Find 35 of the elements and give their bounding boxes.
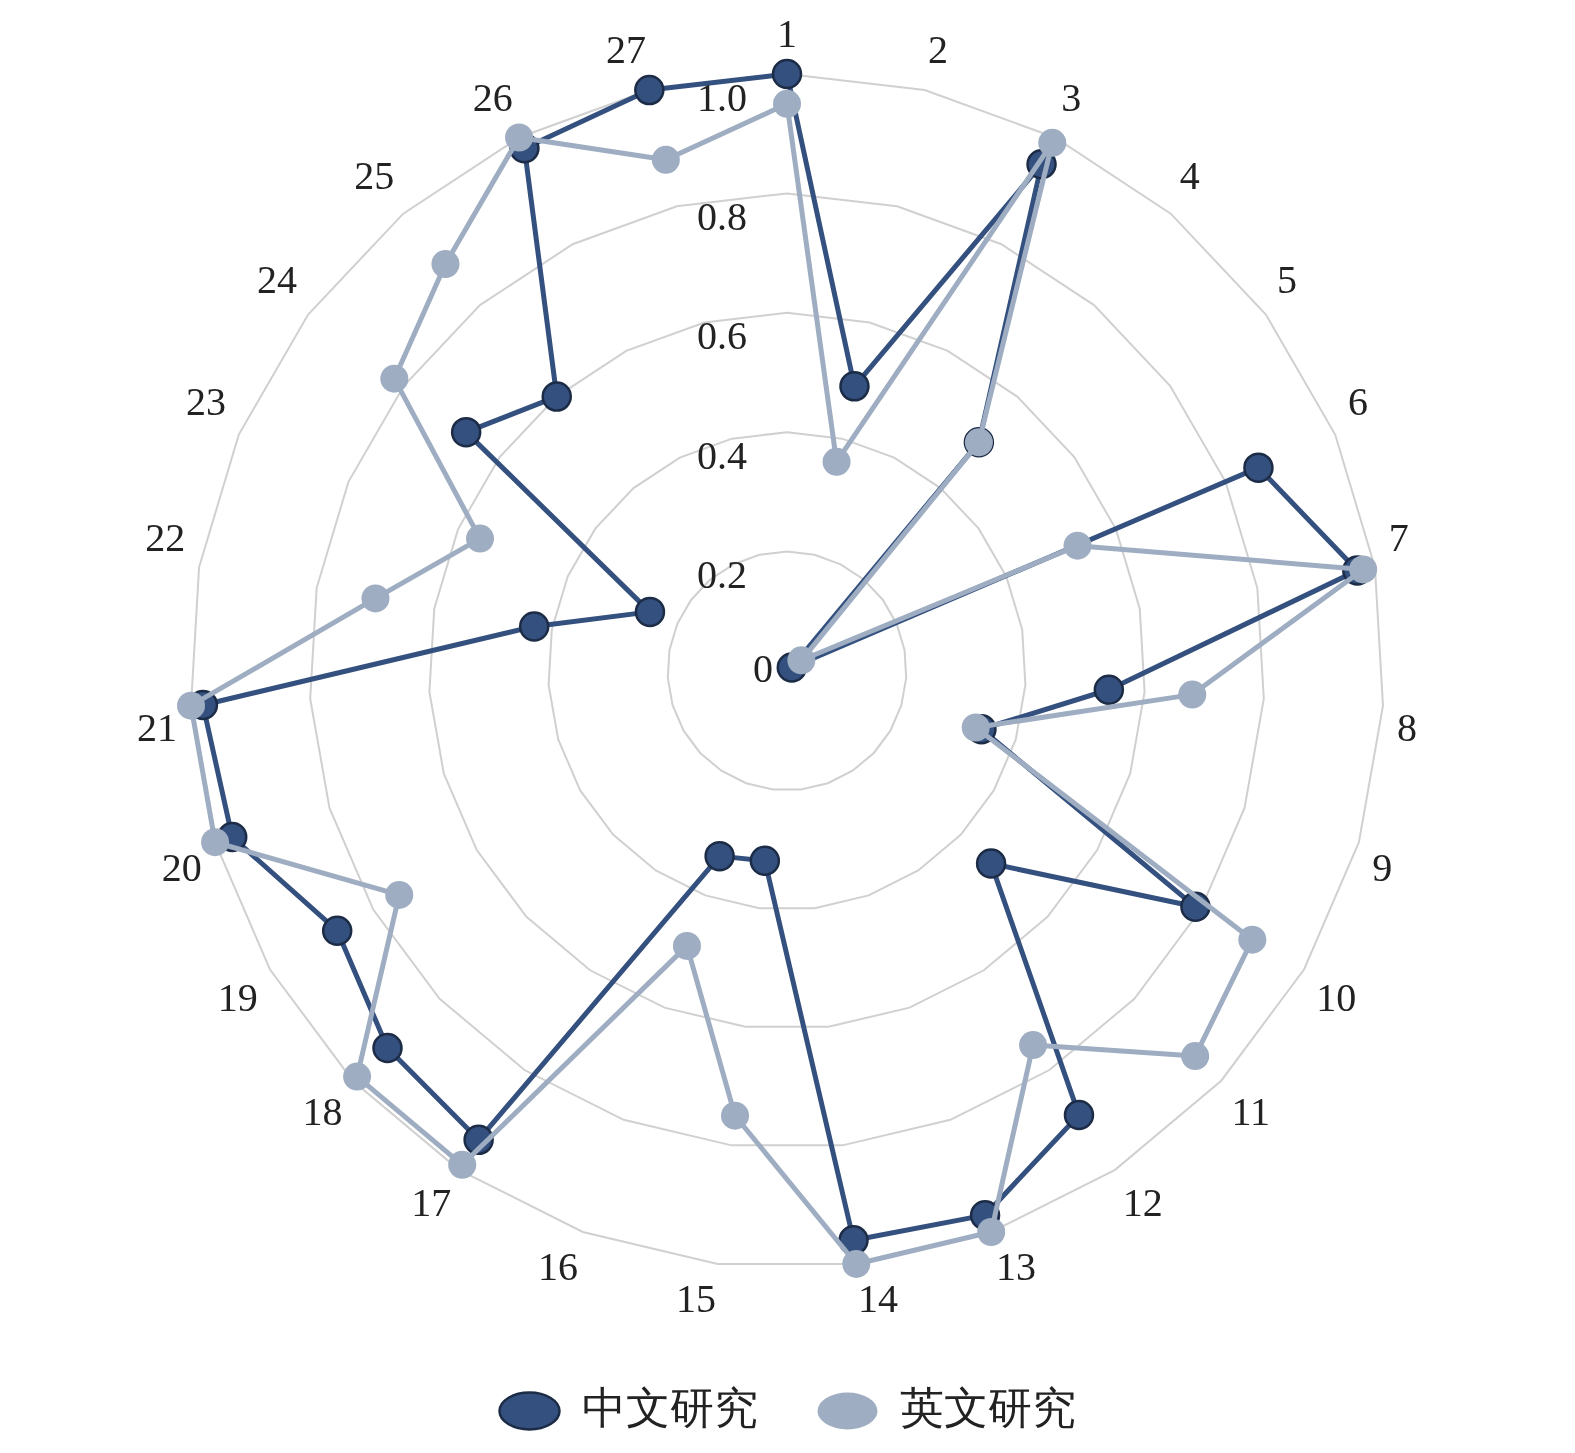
spoke-label: 16 [538,1243,579,1289]
spoke-label: 25 [354,153,395,199]
legend-label: 中文研究 [581,1383,758,1433]
spoke-label: 23 [185,379,226,425]
y-tick-label: 0.8 [697,193,747,239]
spoke-label: 3 [1061,75,1082,121]
y-tick-label: 0.6 [697,313,747,359]
spoke-label: 5 [1277,256,1298,302]
spoke-label: 12 [1122,1179,1163,1225]
spoke-label: 10 [1316,975,1357,1020]
y-tick-label: 0.4 [697,432,747,478]
spoke-label: 26 [472,75,513,121]
spoke-label: 24 [256,256,297,302]
spoke-label: 14 [857,1276,898,1322]
spoke-label: 15 [676,1276,717,1322]
spoke-label: 17 [411,1179,452,1225]
y-tick-label: 0 [753,645,773,691]
spoke-label: 19 [217,975,258,1020]
spoke-label: 21 [137,705,178,751]
spoke-label: 18 [302,1088,343,1134]
spoke-label: 8 [1396,705,1417,751]
spoke-label: 4 [1179,153,1200,199]
spoke-label: 13 [995,1243,1036,1289]
spoke-label: 6 [1348,379,1369,425]
spoke-label: 27 [606,26,647,72]
spoke-label: 2 [927,26,948,72]
spoke-label: 11 [1231,1088,1270,1134]
spoke-label: 9 [1372,844,1393,890]
spoke-label: 7 [1388,515,1409,561]
spoke-label: 22 [145,515,186,561]
y-tick-label: 1.0 [697,74,747,120]
spoke-label: 20 [161,844,202,890]
spoke-label: 1 [777,10,797,56]
y-tick-label: 0.2 [697,552,747,598]
legend-label: 英文研究 [899,1383,1076,1433]
